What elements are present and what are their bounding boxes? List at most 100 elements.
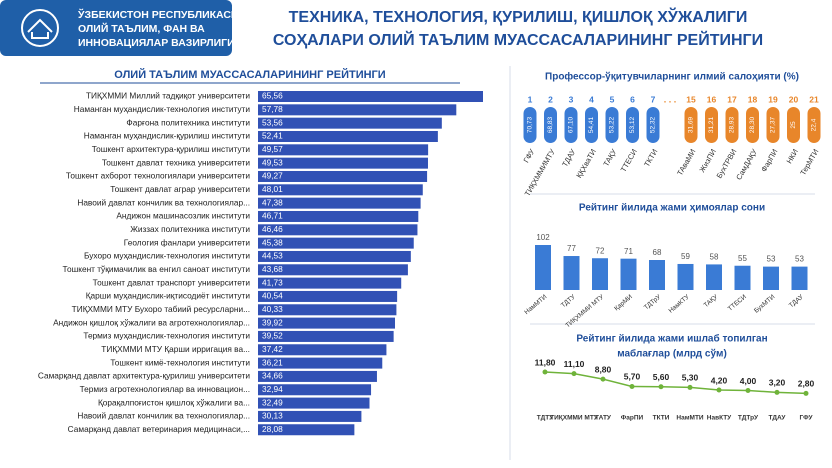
rank-label: 17	[727, 94, 737, 104]
category-label: Қарши муҳандислик-иқтисодиёт институти	[86, 291, 251, 301]
bar	[258, 104, 457, 116]
value-label: 49,53	[262, 157, 283, 167]
page-title: ТЕХНИКА, ТЕХНОЛОГИЯ, ҚУРИЛИШ, ҚИШЛОҚ ХЎЖ…	[289, 6, 748, 26]
value-label: 65,56	[262, 91, 283, 101]
value-label: 5,60	[653, 372, 670, 382]
value-label: 28,93	[729, 116, 736, 133]
bar	[258, 250, 411, 262]
category-label: Тошкент давлат транспорт университети	[93, 277, 251, 287]
ministry-line: ОЛИЙ ТАЪЛИМ, ФАН ВА	[78, 22, 205, 35]
chart-title: Рейтинг йилида жами ҳимоялар сони	[579, 203, 765, 214]
category-label: Бухоро муҳандислик-технология институти	[84, 251, 250, 261]
bar	[258, 357, 383, 369]
value-label: 68	[653, 248, 662, 257]
category-label: Самарқанд давлат архитектура-қурилиш уни…	[38, 371, 250, 381]
bar	[258, 91, 483, 102]
value-label: 52,32	[650, 116, 657, 133]
emblem-icon	[27, 18, 53, 39]
bar	[258, 370, 377, 382]
chart-title: маблағлар (млрд сўм)	[617, 348, 727, 360]
category-label: Тошкент давлат аграр университети	[110, 184, 250, 194]
category-label: ТАТУ	[595, 415, 612, 422]
value-label: 47,38	[262, 197, 283, 207]
value-label: 53,22	[609, 116, 616, 133]
category-label: Тошкент кимё-технология институти	[110, 357, 250, 367]
category-label: Қорақалпоғистон қишлоқ хўжалиги ва...	[98, 397, 250, 407]
value-label: 2,80	[798, 379, 815, 389]
line	[544, 371, 807, 395]
category-label: ТДАУ	[769, 415, 787, 422]
value-label: 39,92	[262, 317, 283, 327]
point	[571, 371, 577, 377]
value-label: 49,57	[262, 144, 283, 154]
value-label: 67,10	[568, 116, 575, 133]
category-label: ТИҚХММИ МТУ Қарши ирригация ва...	[101, 344, 250, 354]
value-label: 43,68	[262, 264, 283, 274]
value-label: 8,80	[595, 364, 612, 374]
value-label: 71	[624, 247, 633, 256]
value-label: 102	[536, 233, 550, 242]
value-label: 4,00	[740, 376, 757, 386]
value-label: 34,66	[262, 371, 283, 381]
value-label: 54,41	[588, 116, 595, 133]
rank-label: 16	[707, 94, 717, 104]
point	[716, 387, 722, 393]
point	[600, 376, 606, 382]
value-label: 31,69	[688, 116, 695, 133]
category-label: ГФУ	[799, 415, 813, 422]
value-label: 68,83	[547, 116, 554, 133]
value-label: 32,94	[262, 384, 283, 394]
value-label: 70,73	[527, 116, 534, 133]
value-label: 41,73	[262, 277, 283, 287]
bar	[763, 266, 779, 290]
pill	[585, 107, 598, 143]
category-label: ТИҚХММИ Миллий тадқиқот университети	[86, 91, 250, 101]
category-label: Тошкент давлат техника университети	[102, 157, 251, 167]
point	[542, 369, 548, 375]
bar	[258, 397, 370, 409]
value-label: 3,20	[769, 378, 786, 388]
rank-label: 4	[589, 94, 594, 104]
value-label: 72	[596, 246, 605, 255]
category-label: Андижон қишлоқ хўжалиги ва агротехнологи…	[53, 317, 250, 327]
value-label: 40,54	[262, 291, 283, 301]
bar	[258, 317, 396, 329]
bar	[258, 344, 387, 356]
bar	[258, 157, 428, 169]
rank-label: 18	[748, 94, 758, 104]
bar	[258, 224, 418, 236]
value-label: 59	[681, 252, 690, 261]
pill	[705, 107, 718, 143]
pill	[725, 107, 739, 143]
value-label: 58	[710, 253, 719, 262]
bar	[258, 410, 362, 422]
chart-title: Рейтинг йилида жами ишлаб топилган	[576, 333, 767, 345]
category-label: ТДТУ	[537, 415, 554, 422]
value-label: 53,12	[629, 116, 636, 133]
bar	[258, 264, 408, 276]
rank-label: 3	[569, 94, 574, 104]
category-label: Наманган муҳандислик-қурилиш институти	[84, 131, 251, 141]
bar	[592, 258, 608, 290]
bar	[706, 264, 722, 290]
bar	[258, 424, 355, 436]
value-label: 55	[738, 254, 747, 263]
point	[745, 388, 751, 394]
ministry-emblem	[21, 9, 59, 47]
category-label: Фарғона политехника институти	[126, 117, 250, 127]
value-label: 30,13	[262, 411, 283, 421]
pill	[523, 107, 537, 143]
value-label: 40,33	[262, 304, 283, 314]
bar	[258, 330, 394, 342]
rank-label: 7	[651, 94, 656, 104]
bar	[258, 197, 421, 209]
value-label: 53	[767, 255, 776, 264]
pill	[605, 107, 619, 143]
category-label: Термиз муҳандислик-технология институти	[83, 331, 250, 341]
bar	[258, 130, 438, 142]
value-label: 28,30	[749, 116, 756, 133]
value-label: 77	[567, 244, 576, 253]
value-label: 25	[790, 121, 797, 129]
bar	[258, 304, 397, 316]
